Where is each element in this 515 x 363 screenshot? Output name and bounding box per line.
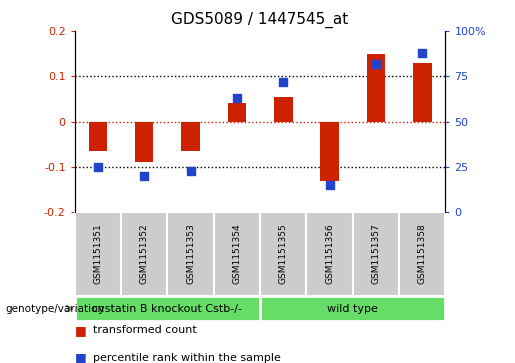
Bar: [260, 212, 306, 296]
Text: GSM1151358: GSM1151358: [418, 224, 427, 285]
Bar: [413, 62, 432, 122]
Point: [418, 50, 426, 56]
Bar: [320, 122, 339, 180]
Text: GSM1151357: GSM1151357: [371, 224, 381, 285]
Point: [186, 168, 195, 174]
Bar: [399, 212, 445, 296]
Bar: [214, 212, 260, 296]
Text: ■: ■: [75, 351, 87, 363]
Text: transformed count: transformed count: [93, 325, 196, 335]
Bar: [367, 53, 385, 122]
Text: wild type: wild type: [328, 303, 378, 314]
Text: GSM1151356: GSM1151356: [325, 224, 334, 285]
Text: ■: ■: [75, 324, 87, 337]
Bar: [228, 103, 246, 122]
Point: [372, 61, 380, 66]
Bar: [75, 212, 121, 296]
Bar: [274, 97, 293, 122]
Bar: [75, 296, 260, 321]
Bar: [89, 122, 107, 151]
Point: [279, 79, 287, 85]
Point: [325, 182, 334, 188]
Point: [140, 173, 148, 179]
Bar: [135, 122, 153, 163]
Point: [233, 95, 241, 101]
Bar: [167, 212, 214, 296]
Bar: [353, 212, 399, 296]
Point: [94, 164, 102, 170]
Text: cystatin B knockout Cstb-/-: cystatin B knockout Cstb-/-: [92, 303, 243, 314]
Text: GSM1151352: GSM1151352: [140, 224, 149, 285]
Text: GSM1151355: GSM1151355: [279, 224, 288, 285]
Bar: [306, 212, 353, 296]
Text: GSM1151353: GSM1151353: [186, 224, 195, 285]
Text: genotype/variation: genotype/variation: [5, 303, 104, 314]
Text: GSM1151354: GSM1151354: [232, 224, 242, 285]
Text: GSM1151351: GSM1151351: [93, 224, 102, 285]
Text: percentile rank within the sample: percentile rank within the sample: [93, 352, 281, 363]
Bar: [181, 122, 200, 151]
Title: GDS5089 / 1447545_at: GDS5089 / 1447545_at: [171, 12, 349, 28]
Bar: [260, 296, 445, 321]
Bar: [121, 212, 167, 296]
